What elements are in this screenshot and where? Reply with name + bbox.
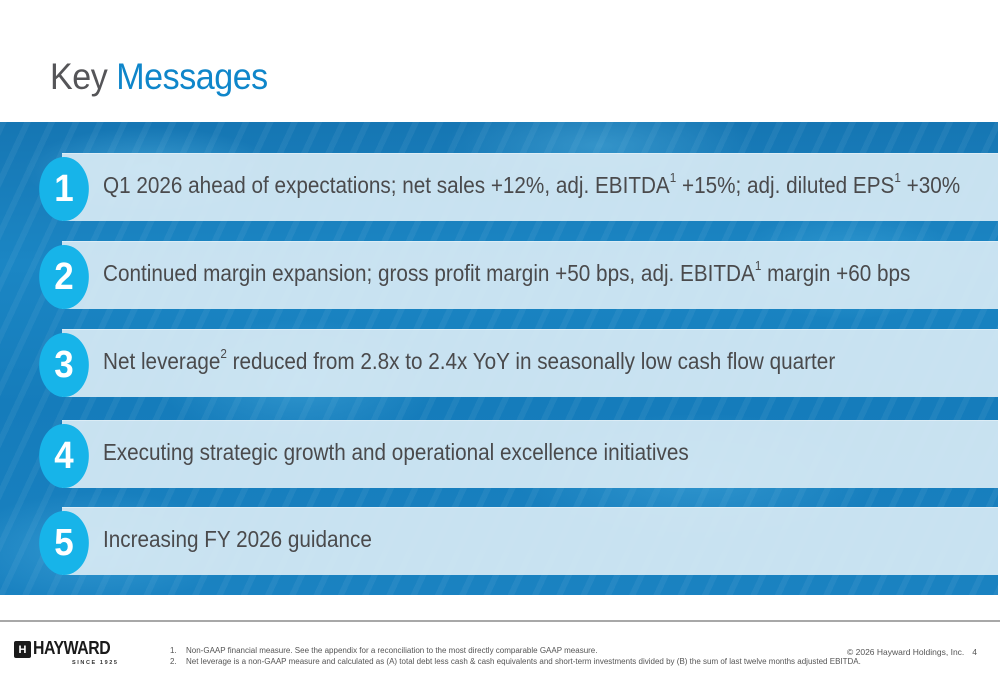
- message-row-5: 5 Increasing FY 2026 guidance: [0, 507, 1000, 575]
- page-title: Key Messages: [50, 55, 268, 99]
- message-text-4: Executing strategic growth and operation…: [103, 439, 689, 465]
- footnote-ref: 2: [220, 346, 227, 362]
- number-badge-2: 2: [39, 245, 89, 309]
- message-bar: [62, 507, 998, 575]
- footnote-2: 2. Net leverage is a non-GAAP measure an…: [170, 657, 861, 666]
- number-badge-1: 1: [39, 157, 89, 221]
- message-bar: [62, 329, 998, 397]
- logo-tagline: SINCE 1925: [72, 660, 119, 666]
- title-key: Key: [50, 56, 108, 97]
- message-text-1: Q1 2026 ahead of expectations; net sales…: [103, 170, 961, 198]
- number-badge-5: 5: [39, 511, 89, 575]
- footer-divider: [0, 620, 1000, 622]
- number-badge-4: 4: [39, 424, 89, 488]
- message-bar: [62, 153, 998, 221]
- message-row-3: 3 Net leverage2 reduced from 2.8x to 2.4…: [0, 329, 1000, 397]
- page-number: 4: [972, 647, 978, 657]
- message-text-2: Continued margin expansion; gross profit…: [103, 258, 911, 286]
- footnote-ref: 1: [669, 170, 677, 186]
- message-text-5: Increasing FY 2026 guidance: [103, 526, 372, 552]
- hayward-h-icon: H: [14, 641, 31, 658]
- footnote-ref: 1: [754, 258, 762, 274]
- message-text-3: Net leverage2 reduced from 2.8x to 2.4x …: [103, 346, 836, 374]
- logo-wordmark: HAYWARD: [33, 638, 111, 658]
- copyright: © 2026 Hayward Holdings, Inc. 4: [847, 647, 978, 657]
- footnote-ref: 1: [894, 170, 901, 186]
- message-bar: [62, 241, 998, 309]
- footnote-1: 1. Non-GAAP financial measure. See the a…: [170, 646, 598, 655]
- message-row-1: 1 Q1 2026 ahead of expectations; net sal…: [0, 153, 1000, 221]
- message-bar: [62, 420, 998, 488]
- number-badge-3: 3: [39, 333, 89, 397]
- title-messages: Messages: [116, 56, 268, 97]
- message-row-2: 2 Continued margin expansion; gross prof…: [0, 241, 1000, 309]
- hayward-logo: H HAYWARD SINCE 1925: [14, 638, 117, 671]
- message-row-4: 4 Executing strategic growth and operati…: [0, 420, 1000, 488]
- footnotes: 1. Non-GAAP financial measure. See the a…: [170, 645, 861, 667]
